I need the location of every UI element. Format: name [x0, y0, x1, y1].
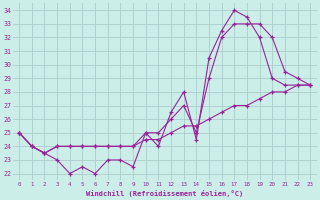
- X-axis label: Windchill (Refroidissement éolien,°C): Windchill (Refroidissement éolien,°C): [86, 190, 243, 197]
